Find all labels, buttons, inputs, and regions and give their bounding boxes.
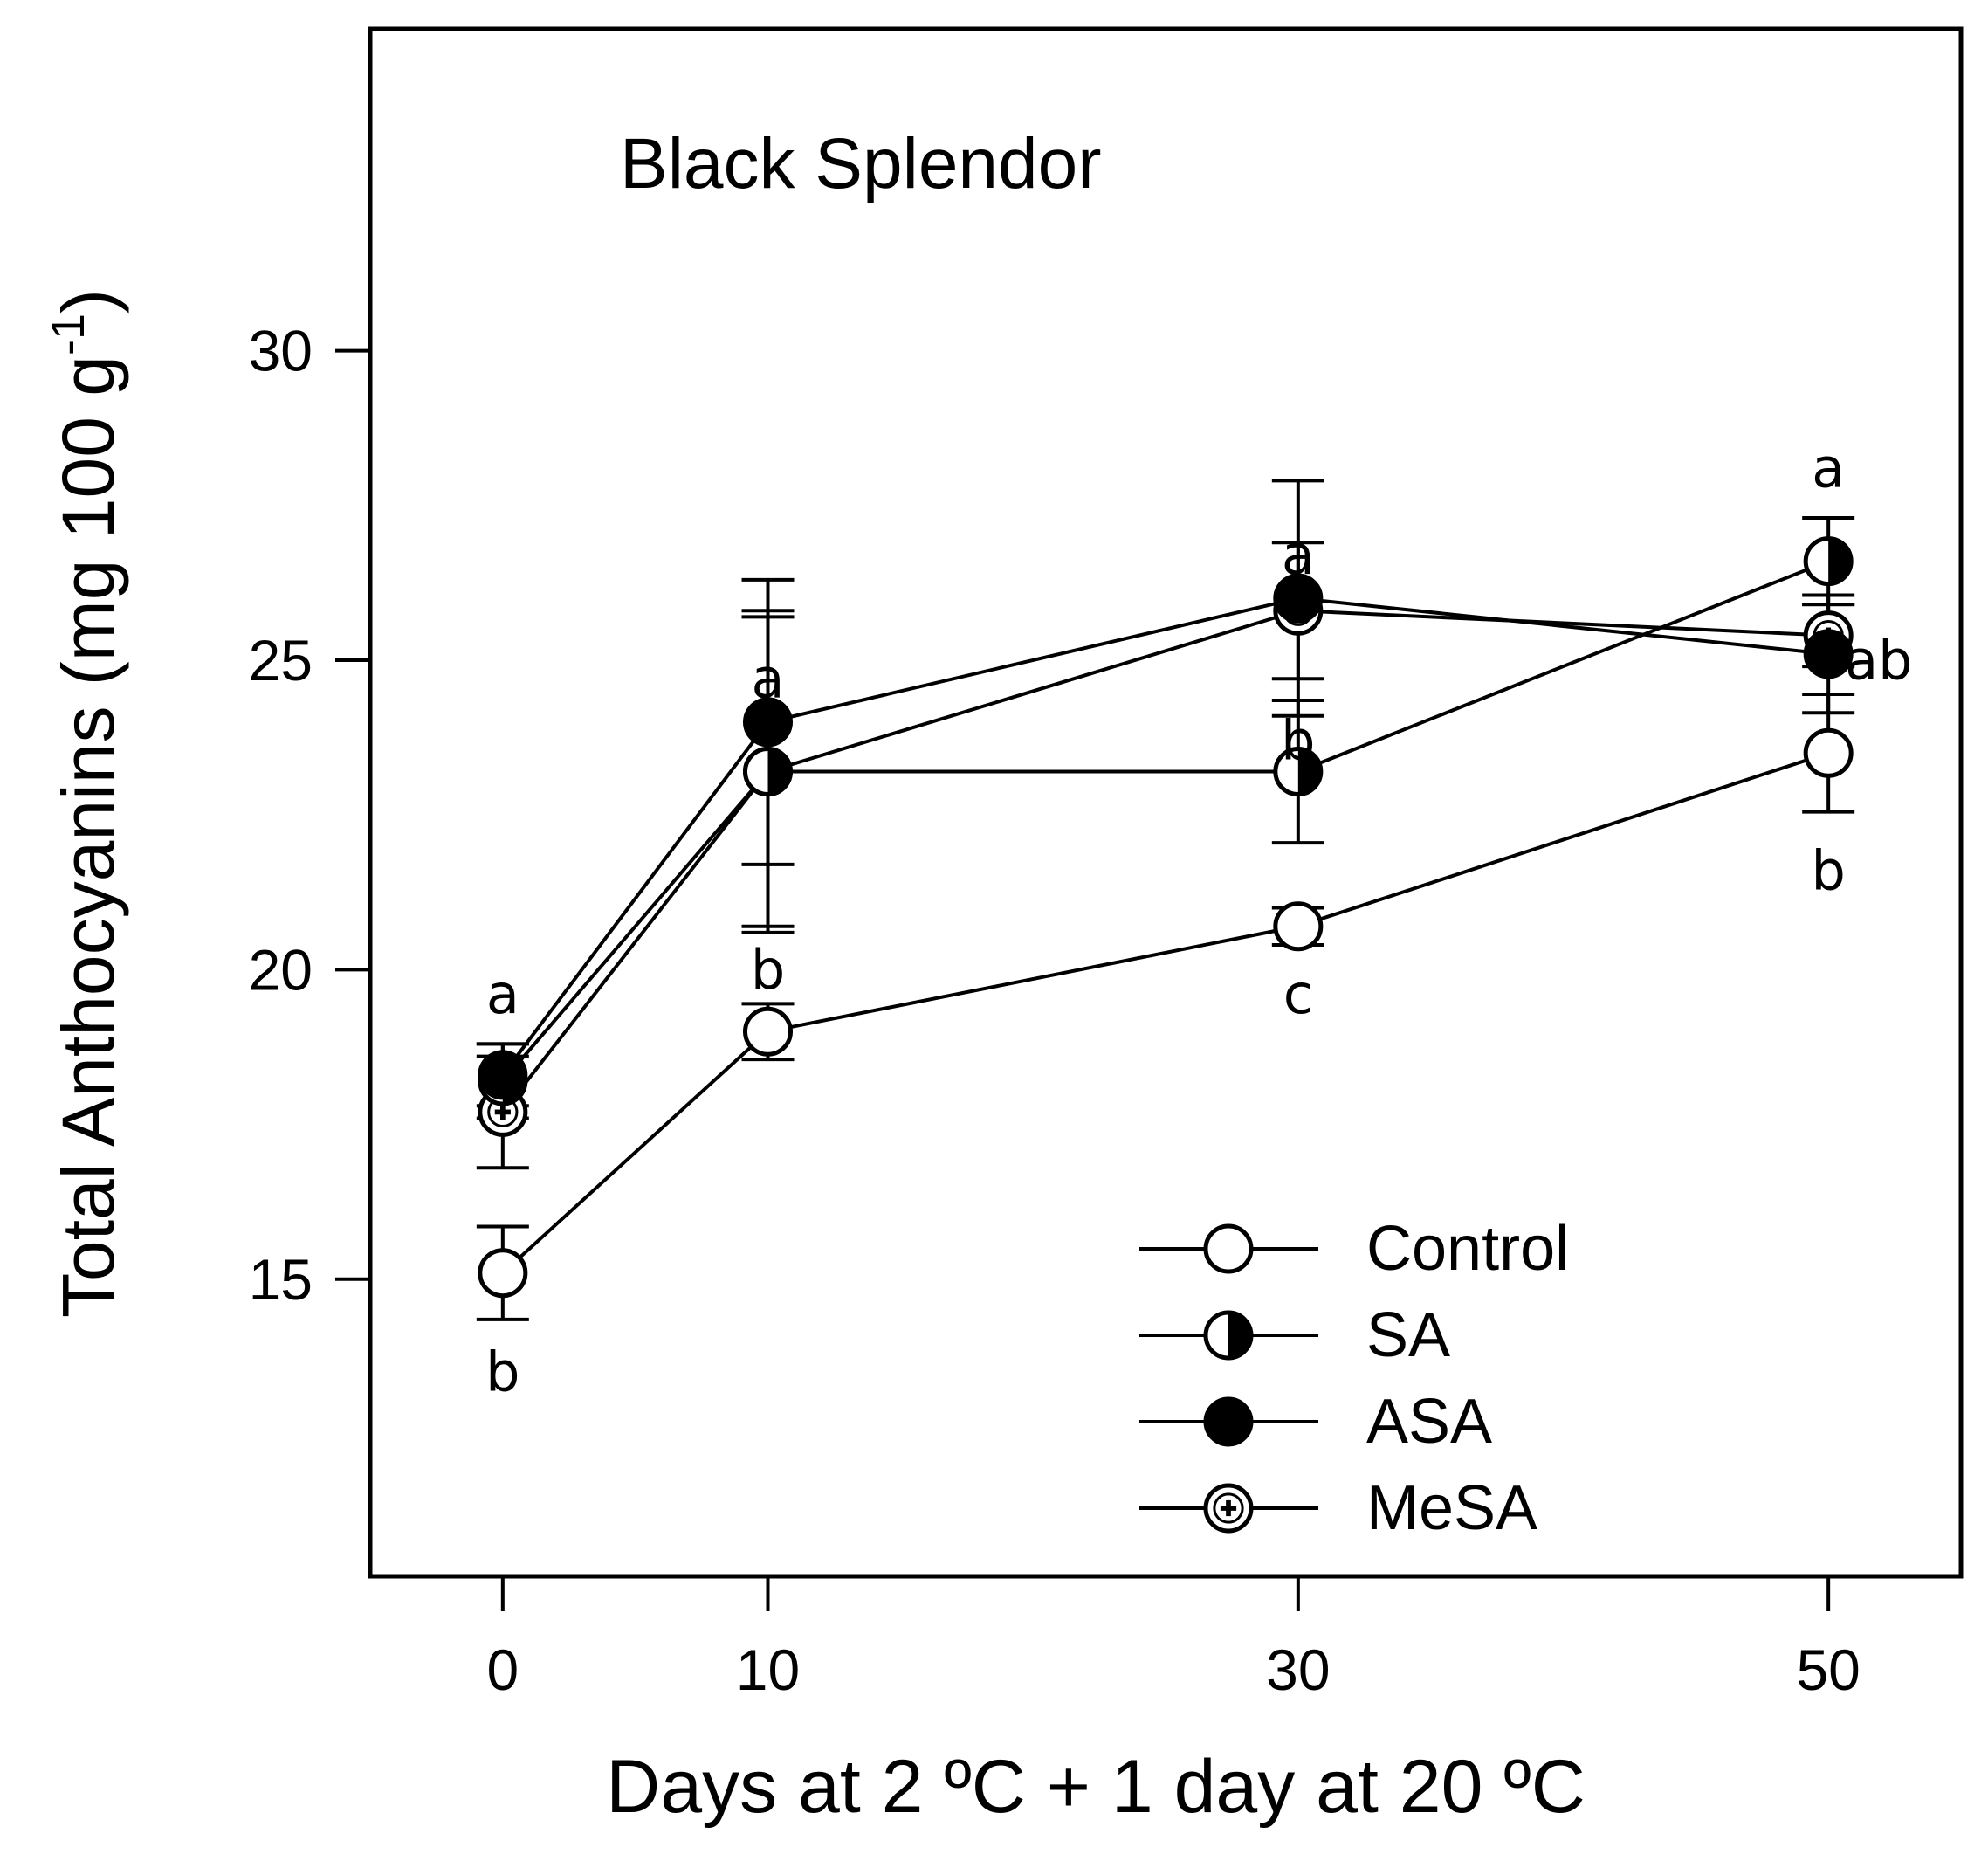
y-tick-label: 15 [249, 1247, 313, 1312]
significance-letter: b [1281, 709, 1315, 773]
significance-letter: c [1283, 962, 1313, 1026]
x-tick-label: 50 [1796, 1637, 1860, 1702]
significance-letter: a [486, 962, 519, 1026]
y-axis-label-main: Total Anthocyanins (mg 100 g [47, 355, 129, 1318]
marker-shape [743, 1006, 793, 1057]
x-tick-label: 0 [486, 1637, 519, 1702]
series-sa-points [478, 536, 1854, 1106]
significance-letter: ab [1845, 628, 1912, 692]
significance-letter: b [751, 938, 785, 1002]
data-point [1273, 747, 1324, 797]
y-axis-label-sup: -1 [42, 314, 94, 355]
y-axis-label: Total Anthocyanins (mg 100 g-1) [42, 289, 129, 1318]
series-line [501, 559, 1829, 1083]
y-axis-label-close: ) [47, 289, 129, 314]
series-control-points [478, 727, 1854, 1299]
series-line [501, 596, 1829, 1077]
y-tick-label: 25 [249, 628, 313, 693]
legend-marker [1203, 1310, 1254, 1361]
significance-letter: a [1282, 523, 1315, 587]
marker-shape [478, 1248, 528, 1299]
marker-half-fill [767, 748, 791, 795]
series-asa-points [478, 573, 1854, 1100]
significance-letter: b [485, 1341, 519, 1404]
significance-letter: a [1812, 437, 1845, 500]
marker-shape [1203, 1223, 1254, 1274]
marker-half-fill [1297, 748, 1321, 795]
data-point [743, 697, 793, 748]
data-point [1803, 629, 1854, 679]
y-tick-label: 30 [249, 319, 313, 383]
legend-label: Control [1366, 1214, 1569, 1284]
data-point [1273, 573, 1324, 624]
legend-item-mesa: MeSA [1139, 1473, 1537, 1543]
x-axis: 0 10 30 50 [486, 1575, 1861, 1702]
data-point [1273, 901, 1324, 952]
legend: Control SA ASA MeSA [1139, 1214, 1569, 1543]
series-sa-lines [476, 515, 1855, 1120]
x-tick-label: 10 [736, 1637, 800, 1702]
series-control-lines [476, 692, 1855, 1321]
series-line [501, 609, 1829, 1113]
plot-frame [368, 26, 1964, 1579]
legend-marker [1203, 1483, 1254, 1534]
marker-shape [478, 1050, 528, 1100]
marker-half-fill [1228, 1313, 1251, 1358]
data-point [1803, 727, 1854, 778]
data-point [478, 1050, 528, 1100]
data-point [743, 747, 793, 797]
significance-letter: a [752, 647, 785, 711]
marker-shape [1803, 629, 1854, 679]
x-axis-label: Days at 2 ºC + 1 day at 20 ºC [606, 1745, 1586, 1829]
series-line [501, 751, 1829, 1275]
legend-item-asa: ASA [1139, 1387, 1492, 1457]
legend-marker [1203, 1396, 1254, 1447]
legend-item-control: Control [1139, 1214, 1569, 1284]
marker-cross-v [499, 1104, 506, 1120]
marker-shape [1273, 901, 1324, 952]
legend-item-sa: SA [1139, 1300, 1450, 1370]
chart-title: Black Splendor [620, 124, 1102, 203]
y-axis: 15 20 25 30 [249, 319, 372, 1312]
marker-cross-v [1226, 1499, 1231, 1517]
legend-label: SA [1366, 1300, 1450, 1370]
marker-inner-ring [1213, 1492, 1244, 1524]
legend-label: ASA [1366, 1387, 1492, 1457]
data-point [743, 1006, 793, 1057]
y-tick-label: 20 [249, 937, 313, 1002]
series-asa-lines [476, 479, 1855, 1108]
marker-shape [743, 697, 793, 748]
series-mesa-points [478, 585, 1854, 1137]
x-tick-label: 30 [1266, 1637, 1330, 1702]
marker-shape [1273, 573, 1324, 624]
data-point [478, 1248, 528, 1299]
marker-shape [1803, 727, 1854, 778]
significance-letter: b [1811, 838, 1845, 902]
legend-label: MeSA [1366, 1473, 1537, 1543]
marker-half-fill [1828, 538, 1852, 584]
marker-shape [1203, 1396, 1254, 1447]
legend-marker [1203, 1223, 1254, 1274]
data-point [1803, 536, 1854, 587]
